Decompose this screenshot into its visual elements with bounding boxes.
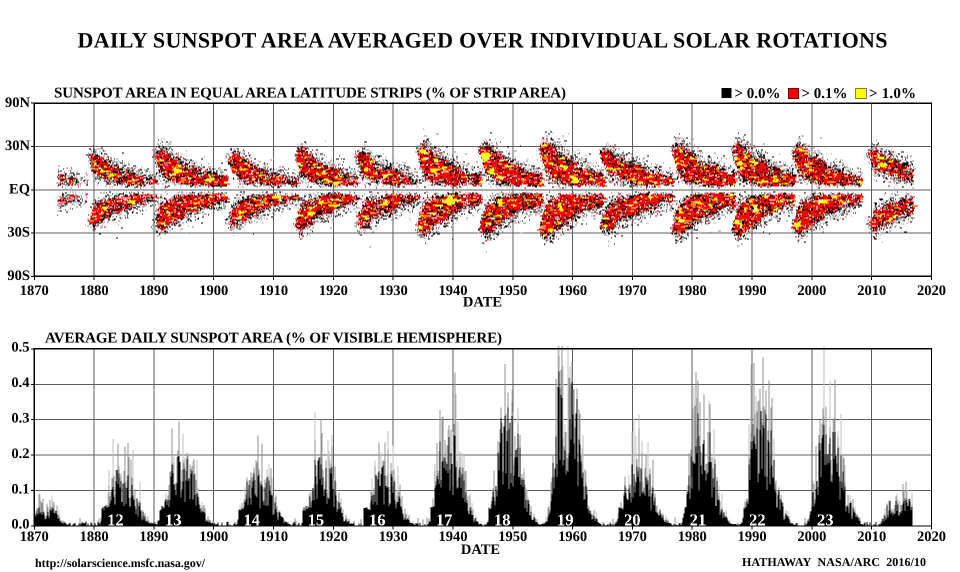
svg-text:1890: 1890	[139, 529, 168, 545]
svg-text:> 1.0%: > 1.0%	[869, 86, 916, 102]
svg-text:> 0.1%: > 0.1%	[802, 86, 848, 102]
svg-text:0.0: 0.0	[11, 517, 29, 533]
svg-text:1910: 1910	[259, 529, 288, 545]
svg-text:30N: 30N	[5, 138, 31, 154]
svg-text:1880: 1880	[80, 529, 109, 545]
svg-text:1940: 1940	[439, 529, 468, 545]
svg-text:0.4: 0.4	[11, 375, 29, 391]
svg-text:1900: 1900	[199, 529, 228, 545]
svg-text:SUNSPOT AREA IN EQUAL AREA LAT: SUNSPOT AREA IN EQUAL AREA LATITUDE STRI…	[54, 86, 566, 102]
svg-text:1930: 1930	[379, 283, 408, 299]
svg-text:0.5: 0.5	[11, 340, 29, 356]
svg-text:DATE: DATE	[463, 295, 502, 311]
svg-text:2010: 2010	[857, 283, 886, 299]
svg-text:1980: 1980	[678, 529, 707, 545]
svg-text:2000: 2000	[797, 529, 826, 545]
svg-text:1900: 1900	[199, 283, 228, 299]
svg-text:1890: 1890	[139, 283, 168, 299]
svg-text:2010: 2010	[857, 529, 886, 545]
svg-text:AVERAGE DAILY SUNSPOT AREA (%: AVERAGE DAILY SUNSPOT AREA (% OF VISIBLE…	[45, 331, 502, 347]
svg-text:1880: 1880	[80, 283, 109, 299]
svg-text:HATHAWAY NASA/ARC 2016/10: HATHAWAY NASA/ARC 2016/10	[742, 555, 926, 569]
svg-text:EQ: EQ	[9, 181, 30, 197]
svg-text:1990: 1990	[738, 529, 767, 545]
svg-text:1970: 1970	[618, 529, 647, 545]
svg-text:DAILY SUNSPOT AREA AVERAGED OV: DAILY SUNSPOT AREA AVERAGED OVER INDIVID…	[78, 28, 888, 53]
svg-text:2000: 2000	[797, 283, 826, 299]
svg-text:0.3: 0.3	[11, 411, 29, 427]
svg-text:DATE: DATE	[461, 542, 500, 558]
svg-text:http://solarscience.msfc.nasa.: http://solarscience.msfc.nasa.gov/	[35, 556, 206, 570]
svg-text:1950: 1950	[498, 529, 527, 545]
svg-text:0.1: 0.1	[11, 481, 29, 497]
svg-text:1870: 1870	[20, 529, 49, 545]
svg-text:1870: 1870	[20, 283, 49, 299]
svg-text:1920: 1920	[319, 283, 348, 299]
svg-text:> 0.0%: > 0.0%	[735, 86, 781, 102]
svg-text:1950: 1950	[498, 283, 527, 299]
svg-text:1920: 1920	[319, 529, 348, 545]
svg-text:1990: 1990	[738, 283, 767, 299]
svg-text:0.2: 0.2	[11, 446, 29, 462]
svg-text:2020: 2020	[917, 283, 946, 299]
svg-text:30S: 30S	[7, 225, 30, 241]
svg-text:1930: 1930	[379, 529, 408, 545]
svg-text:1910: 1910	[259, 283, 288, 299]
svg-text:1970: 1970	[618, 283, 647, 299]
svg-text:2020: 2020	[917, 529, 946, 545]
svg-text:90S: 90S	[7, 268, 30, 284]
svg-text:1980: 1980	[678, 283, 707, 299]
svg-text:1960: 1960	[558, 283, 587, 299]
svg-text:1960: 1960	[558, 529, 587, 545]
svg-text:1940: 1940	[439, 283, 468, 299]
svg-text:90N: 90N	[5, 95, 31, 111]
